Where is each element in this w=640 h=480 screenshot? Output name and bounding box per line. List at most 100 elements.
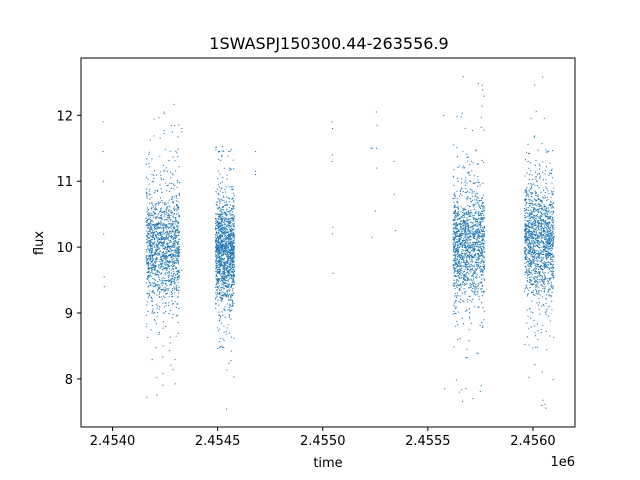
- data-point: [233, 224, 235, 226]
- data-point: [229, 235, 232, 237]
- data-point: [457, 212, 459, 215]
- data-point: [527, 212, 529, 214]
- data-point: [462, 300, 464, 302]
- data-point: [220, 187, 222, 190]
- data-point: [216, 254, 218, 256]
- data-point: [146, 197, 148, 199]
- data-point: [469, 251, 472, 253]
- data-point: [534, 204, 536, 206]
- data-point: [172, 273, 174, 275]
- data-point: [157, 245, 159, 247]
- data-point: [232, 231, 234, 233]
- data-point: [159, 171, 161, 173]
- data-point: [477, 179, 479, 181]
- data-point: [553, 224, 555, 226]
- data-point: [458, 290, 460, 292]
- data-point: [161, 211, 163, 213]
- data-point: [221, 251, 223, 254]
- data-point: [171, 182, 173, 184]
- data-point: [481, 326, 484, 328]
- data-point: [165, 260, 167, 262]
- data-point: [233, 239, 235, 242]
- data-point: [178, 215, 180, 217]
- data-point: [169, 182, 171, 184]
- data-point: [480, 230, 482, 233]
- data-point: [459, 236, 461, 238]
- data-point: [483, 319, 485, 321]
- data-point: [232, 235, 234, 237]
- data-point: [163, 113, 165, 115]
- data-point: [453, 210, 455, 213]
- data-point: [164, 227, 166, 229]
- data-point: [225, 285, 227, 287]
- data-point: [482, 306, 484, 309]
- data-point: [528, 190, 530, 192]
- data-point: [221, 199, 223, 201]
- data-point: [217, 236, 219, 239]
- data-point: [173, 227, 176, 229]
- data-point: [466, 283, 468, 285]
- data-point: [465, 388, 467, 390]
- data-point: [467, 241, 469, 243]
- data-point: [167, 276, 170, 278]
- data-point: [175, 256, 177, 258]
- data-point: [148, 166, 150, 168]
- data-point: [158, 247, 161, 249]
- data-point: [233, 233, 235, 235]
- data-point: [162, 255, 164, 257]
- data-point: [483, 310, 485, 312]
- data-point: [155, 227, 157, 229]
- data-point: [542, 242, 544, 244]
- data-point: [217, 240, 219, 243]
- data-point: [452, 266, 454, 268]
- data-point: [171, 198, 173, 200]
- data-point: [454, 249, 456, 251]
- data-point: [525, 195, 527, 197]
- data-point: [174, 249, 176, 251]
- data-point: [465, 223, 467, 226]
- data-point: [471, 301, 473, 303]
- data-point: [165, 264, 167, 266]
- data-point: [221, 219, 224, 221]
- data-point: [543, 265, 545, 267]
- data-point: [543, 117, 545, 119]
- data-point: [223, 285, 225, 287]
- data-point: [470, 245, 472, 247]
- data-point: [173, 237, 175, 239]
- data-point: [473, 206, 475, 208]
- data-point: [179, 181, 181, 183]
- data-point: [154, 213, 156, 215]
- data-point: [480, 252, 482, 254]
- data-point: [225, 262, 227, 264]
- data-point: [156, 284, 158, 286]
- data-point: [222, 244, 224, 246]
- data-point: [464, 293, 466, 295]
- data-point: [476, 262, 478, 264]
- data-point: [459, 223, 461, 226]
- data-point: [175, 200, 177, 202]
- data-point: [149, 282, 151, 284]
- data-point: [233, 255, 235, 257]
- data-point: [175, 249, 178, 251]
- data-point: [483, 267, 486, 270]
- data-point: [483, 235, 486, 237]
- data-point: [228, 259, 230, 261]
- data-point: [474, 270, 476, 272]
- data-point: [479, 390, 481, 393]
- data-point: [172, 238, 175, 241]
- data-point: [172, 223, 174, 225]
- data-point: [225, 227, 227, 229]
- data-point: [462, 281, 464, 283]
- data-point: [169, 250, 171, 252]
- data-point: [222, 213, 224, 215]
- data-point: [171, 237, 173, 240]
- data-point: [461, 242, 463, 244]
- data-point: [534, 332, 536, 334]
- data-point: [468, 226, 470, 228]
- data-point: [222, 230, 224, 232]
- data-point: [216, 239, 218, 241]
- data-point: [481, 210, 483, 212]
- data-point: [168, 215, 170, 217]
- data-point: [465, 258, 468, 260]
- data-point: [457, 295, 459, 297]
